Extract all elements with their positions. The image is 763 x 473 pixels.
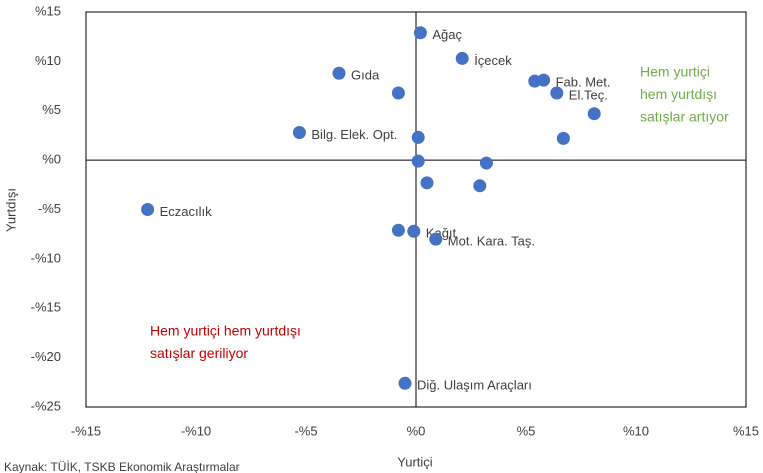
x-tick-label: -%15 xyxy=(71,423,101,438)
point xyxy=(537,73,551,87)
x-tick-label: -%5 xyxy=(294,423,317,438)
annotation: Hem yurtiçi xyxy=(640,64,710,80)
y-tick-label: -%20 xyxy=(31,349,61,364)
y-tick-label: %10 xyxy=(35,53,61,68)
y-tick-label: -%25 xyxy=(31,398,61,413)
y-tick-label: %5 xyxy=(42,102,61,117)
y-tick-label: -%10 xyxy=(31,250,61,265)
point xyxy=(292,125,306,139)
point-label: Eczacılık xyxy=(160,204,213,219)
y-tick-label: -%5 xyxy=(38,201,61,216)
y-axis-title: Yurtdışı xyxy=(3,188,18,232)
x-axis-title: Yurtiçi xyxy=(397,454,433,469)
point xyxy=(479,156,493,170)
point xyxy=(413,26,427,40)
point-label: Gıda xyxy=(351,68,380,83)
point-label: Bilg. Elek. Opt. xyxy=(311,127,397,142)
x-tick-label: %5 xyxy=(517,423,536,438)
point xyxy=(391,223,405,237)
point xyxy=(556,131,570,145)
point-label: Ağaç xyxy=(432,27,462,42)
point-label: Fab. Met. xyxy=(556,75,611,90)
point xyxy=(391,86,405,100)
x-tick-label: -%10 xyxy=(181,423,211,438)
point-label: Mot. Kara. Taş. xyxy=(448,234,535,249)
x-tick-label: %10 xyxy=(623,423,649,438)
point xyxy=(332,66,346,80)
point xyxy=(398,376,412,390)
x-tick-label: %15 xyxy=(733,423,759,438)
point xyxy=(455,51,469,65)
point xyxy=(429,232,443,246)
annotation: hem yurtdışı xyxy=(640,86,717,102)
point xyxy=(407,224,421,238)
point-label: Diğ. Ulaşım Araçları xyxy=(417,378,532,393)
y-tick-label: -%15 xyxy=(31,300,61,315)
x-tick-label: %0 xyxy=(407,423,426,438)
annotation: satışlar geriliyor xyxy=(150,345,248,361)
source-note: Kaynak: TÜİK, TSKB Ekonomik Araştırmalar xyxy=(4,460,240,473)
point xyxy=(141,203,155,216)
point xyxy=(420,176,434,190)
y-tick-label: %15 xyxy=(35,3,61,18)
annotation: satışlar artıyor xyxy=(640,109,729,125)
annotation: Hem yurtiçi hem yurtdışı xyxy=(150,323,301,339)
point xyxy=(550,86,564,100)
point xyxy=(411,130,425,144)
point xyxy=(473,179,487,193)
point xyxy=(411,154,425,168)
y-tick-label: %0 xyxy=(42,152,61,167)
point-label: El.Teç. xyxy=(569,87,608,102)
point xyxy=(587,107,601,121)
point-label: İçecek xyxy=(474,53,512,68)
